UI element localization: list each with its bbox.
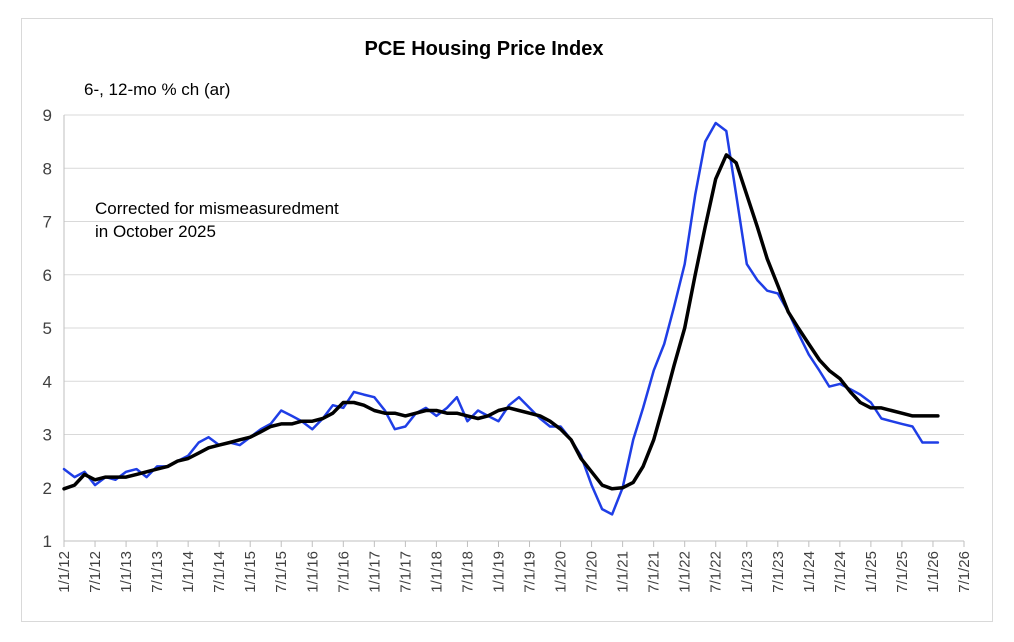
series-12mo-line	[62, 153, 940, 491]
x-tick-label: 7/1/23	[770, 551, 787, 593]
y-tick-label: 2	[43, 479, 52, 498]
x-tick-label: 1/1/17	[366, 551, 383, 593]
x-tick-label: 1/1/26	[925, 551, 942, 593]
x-tick-label: 7/1/26	[956, 551, 973, 593]
y-tick-label: 6	[43, 266, 52, 285]
x-tick-label: 7/1/18	[459, 551, 476, 593]
annotation-line-2: in October 2025	[95, 222, 216, 241]
series-6mo-line	[62, 121, 940, 516]
x-tick-label: 1/1/23	[739, 551, 756, 593]
x-tick-label: 1/1/15	[242, 551, 259, 593]
x-tick-label: 1/1/18	[428, 551, 445, 593]
x-tick-label: 7/1/19	[522, 551, 539, 593]
x-tick-label: 1/1/24	[801, 551, 818, 593]
x-tick-label: 7/1/21	[646, 551, 663, 593]
y-tick-label: 9	[43, 106, 52, 125]
y-tick-label: 5	[43, 319, 52, 338]
x-tick-label: 7/1/20	[584, 551, 601, 593]
gridlines	[64, 114, 964, 489]
y-tick-label: 1	[43, 532, 52, 551]
y-tick-label: 4	[43, 372, 52, 391]
x-tick-label: 1/1/13	[118, 551, 135, 593]
series-lines	[62, 121, 940, 516]
x-tick-label: 7/1/17	[397, 551, 414, 593]
chart-title: PCE Housing Price Index	[365, 38, 604, 60]
x-tick-label: 1/1/25	[863, 551, 880, 593]
x-tick-label: 7/1/12	[87, 551, 104, 593]
x-tick-label: 7/1/14	[211, 551, 228, 593]
chart-frame: PCE Housing Price Index 6-, 12-mo % ch (…	[21, 18, 993, 622]
x-tick-label: 7/1/15	[273, 551, 290, 593]
x-tick-label: 7/1/22	[708, 551, 725, 593]
x-tick-label: 7/1/25	[894, 551, 911, 593]
y-axis-label: 6-, 12-mo % ch (ar)	[84, 80, 230, 99]
x-tick-label: 1/1/12	[56, 551, 73, 593]
annotation-line-1: Corrected for mismeasuredment	[95, 199, 339, 218]
x-tick-label: 1/1/20	[553, 551, 570, 593]
x-tick-label: 1/1/21	[615, 551, 632, 593]
y-tick-label: 7	[43, 213, 52, 232]
x-tick-label: 7/1/24	[832, 551, 849, 593]
x-tick-label: 7/1/16	[335, 551, 352, 593]
x-tick-label: 1/1/16	[304, 551, 321, 593]
y-tick-label: 8	[43, 159, 52, 178]
x-tick-label: 1/1/22	[677, 551, 694, 593]
axes: 1 2 3 4 5 6 7 8 9 1/1/12 7/1/12 1/1/13 7/1/13 1/1/14 7…	[43, 106, 973, 593]
x-tick-label: 7/1/13	[149, 551, 166, 593]
x-tick-label: 1/1/19	[490, 551, 507, 593]
y-tick-label: 3	[43, 426, 52, 445]
x-tick-label: 1/1/14	[180, 551, 197, 593]
line-chart: PCE Housing Price Index 6-, 12-mo % ch (…	[43, 38, 973, 593]
